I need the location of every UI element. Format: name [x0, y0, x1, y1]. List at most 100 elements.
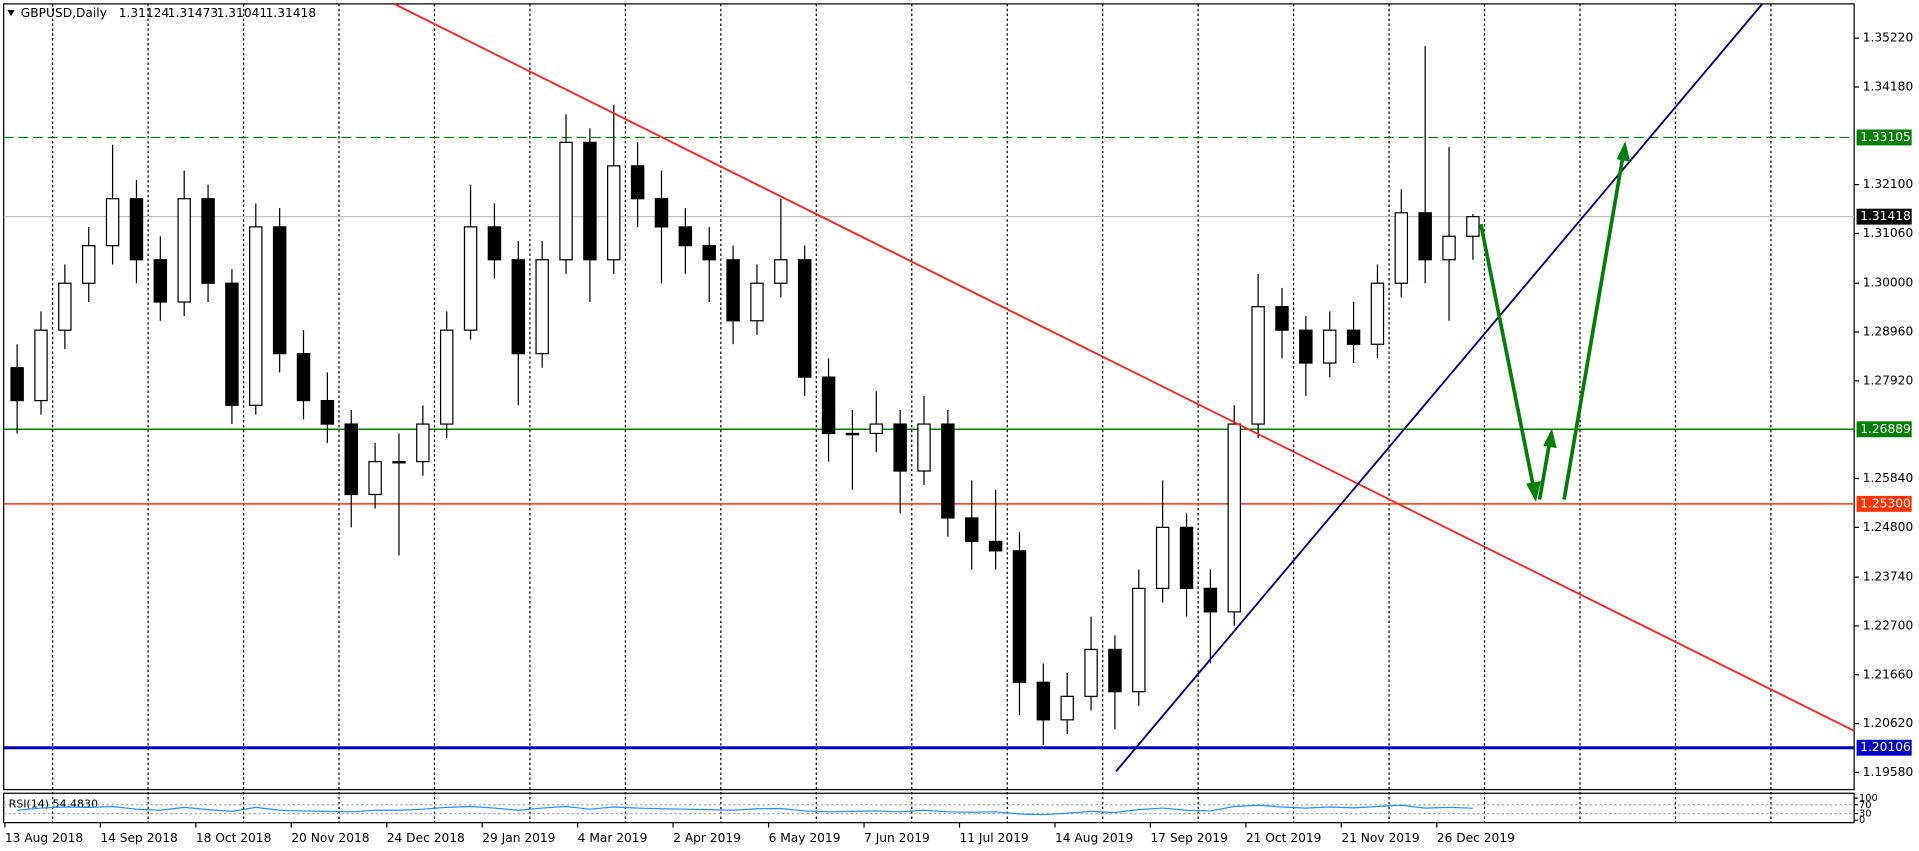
- y-tick-label: 1.22700: [1863, 618, 1914, 632]
- candle-body: [630, 165, 645, 200]
- y-tick-label: 1.19580: [1863, 765, 1914, 779]
- candle-body: [845, 432, 860, 436]
- candle-body: [225, 282, 239, 406]
- candle-body: [487, 226, 502, 261]
- candle-body: [965, 517, 979, 543]
- candle-body: [1108, 648, 1122, 693]
- y-tick-label: 1.31060: [1863, 226, 1914, 240]
- x-tick-label: 2 Apr 2019: [673, 831, 741, 845]
- y-tick-label: 1.25840: [1863, 471, 1914, 485]
- annotations: [393, 3, 1855, 772]
- x-tick-label: 21 Nov 2019: [1341, 831, 1419, 845]
- rsi-label: RSI(14) 54.4830: [9, 797, 98, 810]
- rsi-line: [17, 804, 1473, 816]
- x-tick-label: 7 Jun 2019: [864, 831, 930, 845]
- candle-body: [869, 423, 884, 435]
- x-tick-label: 6 May 2019: [769, 831, 841, 845]
- grid: [3, 3, 1855, 823]
- rsi-tick-label: 0: [1859, 815, 1865, 826]
- open-text: 1.31124: [119, 6, 170, 20]
- candle-body: [153, 259, 168, 303]
- candle-body: [1155, 526, 1170, 589]
- x-tick-label: 11 Jul 2019: [960, 831, 1029, 845]
- candle-body: [678, 226, 693, 247]
- x-tick-label: 26 Dec 2019: [1437, 831, 1515, 845]
- candle-body: [34, 329, 48, 402]
- candle-body: [1203, 587, 1218, 613]
- high-text: 1.31473: [168, 6, 219, 20]
- menu-triangle[interactable]: [7, 10, 15, 17]
- candle-body: [344, 423, 358, 496]
- candle-body: [821, 376, 836, 435]
- y-tick-label: 1.30000: [1863, 276, 1914, 290]
- x-tick-label: 21 Oct 2019: [1246, 831, 1322, 845]
- candle-body: [1227, 423, 1241, 613]
- marks: [3, 46, 1855, 816]
- x-tick-label: 29 Jan 2019: [482, 831, 555, 845]
- arrow-up-small: [1537, 442, 1552, 500]
- candle-body: [1394, 212, 1409, 284]
- candle-body: [1275, 306, 1289, 331]
- candle-body: [1084, 648, 1098, 697]
- candle-body: [201, 198, 215, 284]
- level-label-box: [1856, 739, 1912, 756]
- low-text: 1.31041: [217, 6, 268, 20]
- green-arrows: [1479, 140, 1631, 502]
- candle-body: [272, 226, 287, 355]
- candle-body: [893, 423, 907, 472]
- rsi-tick-label: 100: [1859, 793, 1878, 804]
- candle-body: [320, 399, 335, 425]
- candle-body: [583, 141, 597, 261]
- candle-body: [58, 282, 72, 331]
- candle-body: [702, 245, 716, 261]
- candle-body: [392, 461, 406, 464]
- level-label: 1.31418: [1860, 209, 1911, 223]
- candle-body: [654, 198, 669, 228]
- candle-body: [296, 353, 311, 402]
- candle-body: [439, 329, 454, 425]
- y-tick-label: 1.21660: [1863, 667, 1914, 681]
- x-tick-label: 24 Dec 2018: [387, 831, 465, 845]
- arrow-head: [1526, 481, 1541, 502]
- rsi-plot-frame: [3, 792, 1855, 824]
- level-label: 1.33105: [1860, 130, 1911, 144]
- main-plot-frame: [3, 3, 1855, 791]
- candle-body: [1442, 235, 1456, 261]
- candle-body: [1179, 526, 1194, 589]
- arrow-head: [1616, 140, 1631, 162]
- x-tick-label: 4 Mar 2019: [578, 831, 648, 845]
- candle-body: [726, 259, 740, 322]
- price-axis: 1.35220 1.34180 1.32100 1.31060 1.30000 1.289…: [4, 31, 1914, 845]
- candle-body: [1299, 329, 1313, 364]
- arrow-down: [1479, 223, 1536, 488]
- close-text: 1.31418: [266, 6, 317, 20]
- candle-body: [129, 198, 144, 261]
- symbol: GBPUSD,Daily: [21, 6, 107, 20]
- x-tick-label: 14 Sep 2018: [100, 831, 177, 845]
- arrow-head: [1543, 428, 1557, 449]
- rsi-tick-label: 30: [1859, 809, 1871, 820]
- level-label: 1.20106: [1860, 740, 1911, 754]
- candle-body: [1346, 329, 1361, 345]
- level-label-box: [1856, 208, 1912, 225]
- candle-body: [10, 367, 24, 402]
- y-tick-label: 1.28960: [1863, 325, 1914, 339]
- level-label-box: [1856, 129, 1912, 146]
- candle-body: [1322, 329, 1337, 364]
- x-tick-label: 18 Oct 2018: [196, 831, 272, 845]
- candle-body: [1012, 550, 1027, 683]
- level-label-box: [1856, 421, 1912, 438]
- candle-body: [416, 423, 430, 463]
- y-tick-label: 1.35220: [1863, 31, 1914, 45]
- y-tick-label: 1.23740: [1863, 570, 1914, 584]
- x-tick-label: 13 Aug 2018: [5, 831, 83, 845]
- candle-body: [607, 165, 621, 261]
- candle-body: [105, 198, 120, 247]
- level-label: 1.26889: [1860, 422, 1911, 436]
- candle-body: [1466, 216, 1480, 237]
- candle-body: [1251, 306, 1265, 425]
- candle-body: [368, 461, 382, 496]
- rsi-tick-label: 70: [1859, 800, 1871, 811]
- candle-body: [1036, 681, 1051, 721]
